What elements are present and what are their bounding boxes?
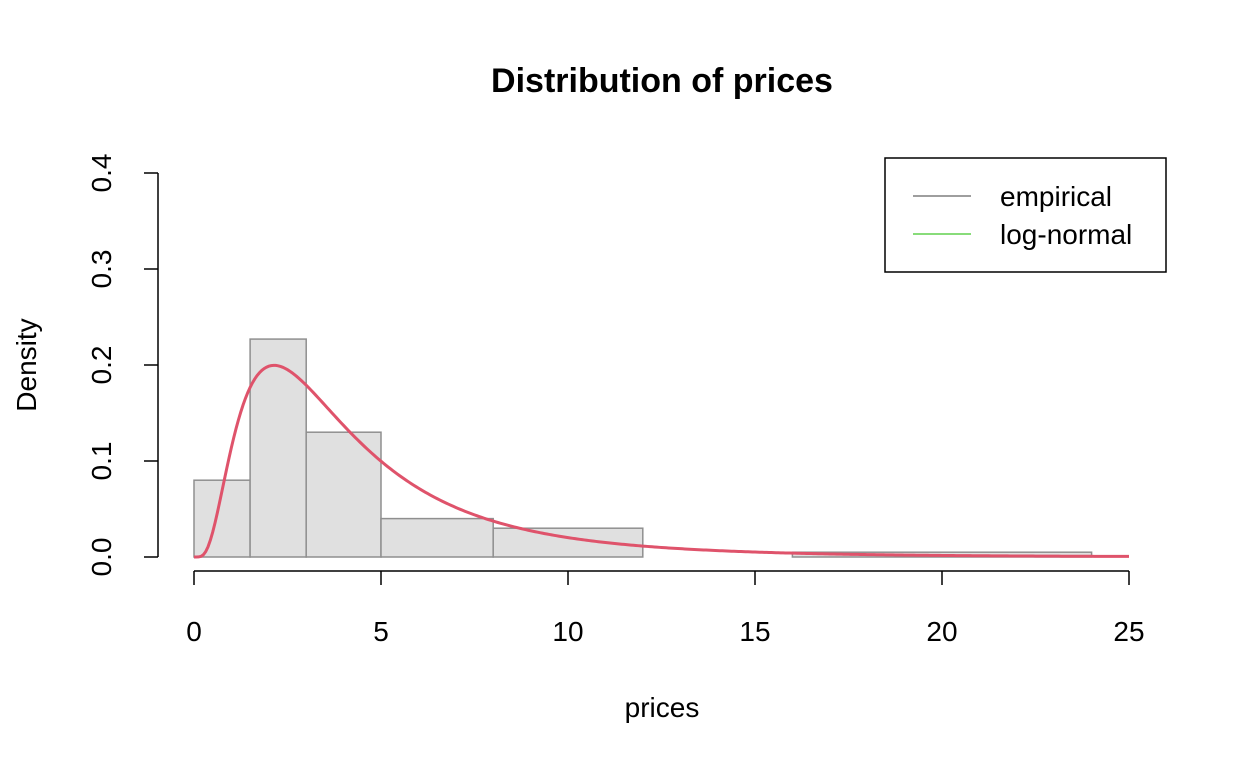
x-tick-label: 10 (552, 616, 583, 647)
x-tick-label: 5 (373, 616, 389, 647)
histogram-bar (380, 517, 494, 558)
x-axis: 0 5 10 15 20 25 (186, 570, 1145, 647)
legend-box (884, 157, 1167, 273)
x-tick-label: 15 (739, 616, 770, 647)
histogram-bar (305, 431, 382, 558)
y-tick-label: 0.1 (86, 442, 117, 481)
chart-title: Distribution of prices (491, 62, 833, 100)
y-tick-label: 0.2 (86, 346, 117, 385)
y-axis: 0.0 0.1 0.2 0.3 0.4 (86, 154, 159, 577)
legend: empirical log-normal (884, 157, 1167, 273)
x-axis-label: prices (625, 692, 700, 723)
x-tick-label: 0 (186, 616, 202, 647)
y-axis-label: Density (11, 318, 42, 411)
histogram-bars (193, 338, 1093, 558)
y-tick-label: 0.3 (86, 250, 117, 289)
legend-log-normal-label: log-normal (1000, 219, 1132, 250)
log-normal-curve (194, 363, 1129, 559)
y-tick-label: 0.4 (86, 154, 117, 193)
x-tick-label: 20 (926, 616, 957, 647)
x-tick-label: 25 (1113, 616, 1144, 647)
y-tick-label: 0.0 (86, 538, 117, 577)
legend-empirical-label: empirical (1000, 181, 1112, 212)
